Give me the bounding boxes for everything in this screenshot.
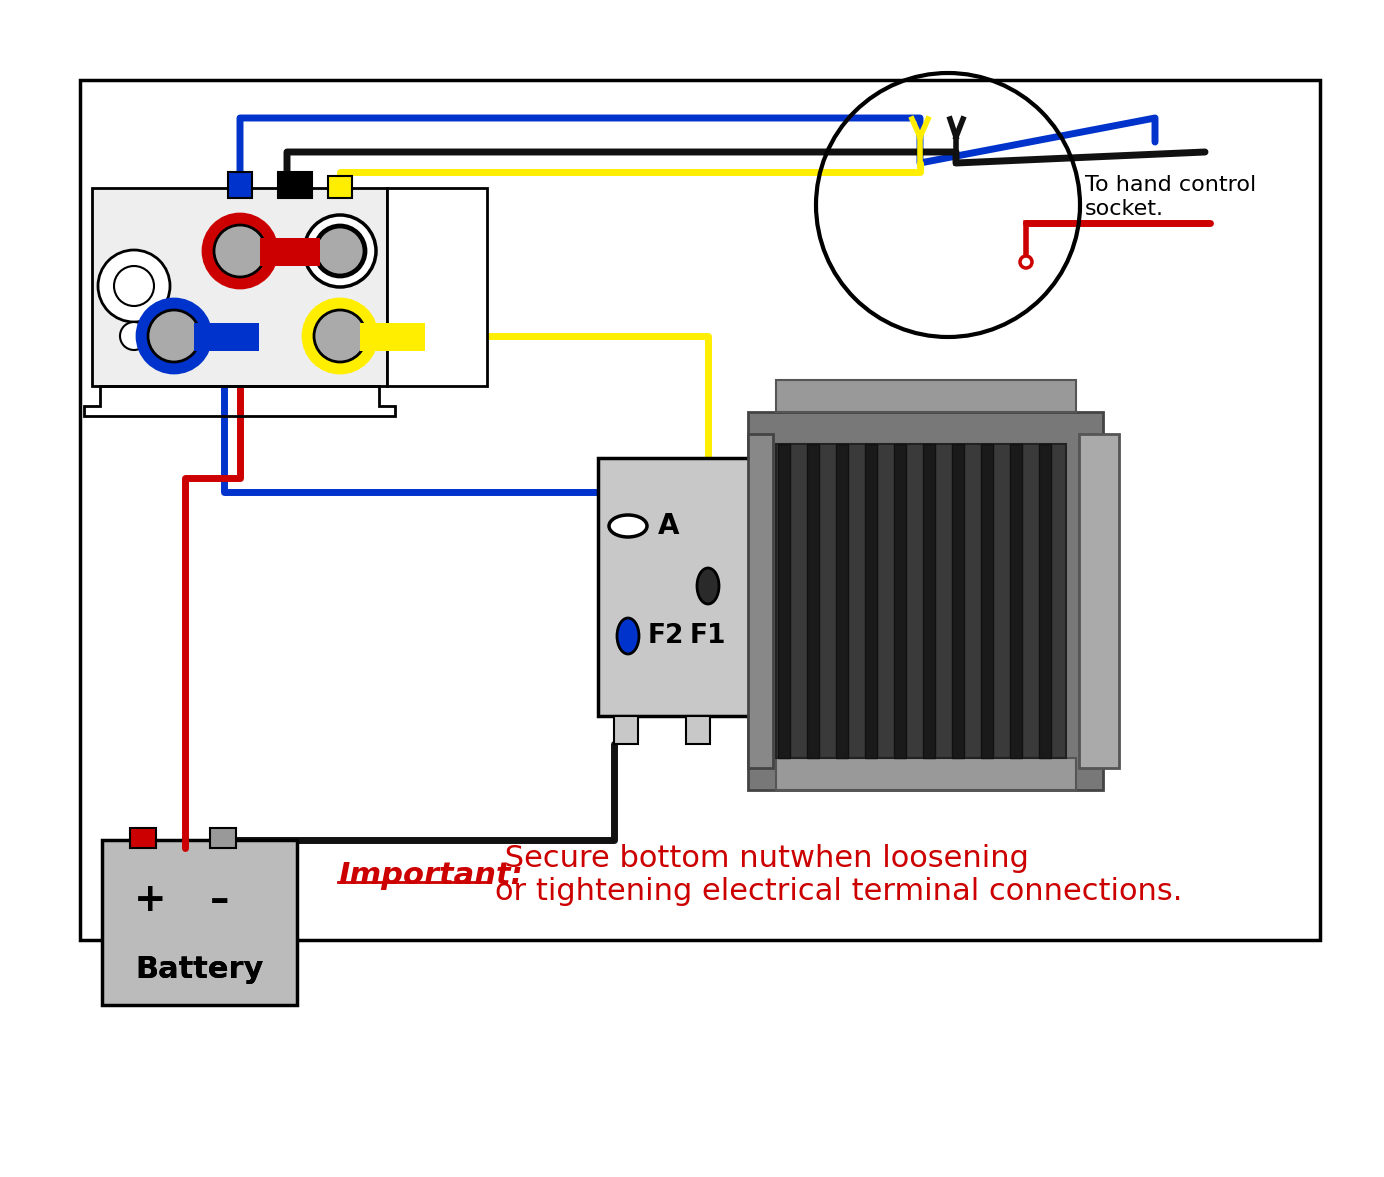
Bar xyxy=(614,716,638,744)
Circle shape xyxy=(148,310,201,363)
Bar xyxy=(894,444,907,758)
Bar xyxy=(747,412,1103,790)
Bar xyxy=(1010,444,1021,758)
Bar xyxy=(296,172,311,198)
Bar xyxy=(923,444,936,758)
Bar xyxy=(260,238,320,266)
Text: Important:: Important: xyxy=(338,860,523,890)
Ellipse shape xyxy=(609,516,646,537)
Circle shape xyxy=(304,215,376,287)
Circle shape xyxy=(1020,257,1032,268)
Text: +: + xyxy=(134,882,166,919)
Bar xyxy=(228,172,252,198)
Circle shape xyxy=(215,225,266,277)
Text: –: – xyxy=(210,882,230,919)
Bar xyxy=(130,827,156,847)
Bar xyxy=(278,172,293,198)
Bar xyxy=(598,458,765,716)
Text: To hand control
socket.: To hand control socket. xyxy=(1085,175,1257,219)
Bar xyxy=(836,444,848,758)
Bar xyxy=(102,840,298,1005)
Bar xyxy=(952,444,965,758)
Circle shape xyxy=(113,266,154,306)
Bar xyxy=(747,434,774,769)
Bar xyxy=(981,444,992,758)
Bar xyxy=(686,716,710,744)
Bar xyxy=(778,444,790,758)
Bar xyxy=(360,322,425,351)
Text: A: A xyxy=(657,512,680,540)
Bar xyxy=(210,827,237,847)
Circle shape xyxy=(137,299,210,373)
Bar xyxy=(776,758,1075,790)
Text: Battery: Battery xyxy=(134,956,263,984)
Bar xyxy=(1039,444,1050,758)
Text: Secure bottom nutwhen loosening
or tightening electrical terminal connections.: Secure bottom nutwhen loosening or tight… xyxy=(495,844,1182,906)
Circle shape xyxy=(98,250,170,322)
Circle shape xyxy=(120,322,148,350)
Circle shape xyxy=(203,214,277,288)
Bar xyxy=(80,80,1320,940)
Ellipse shape xyxy=(698,568,720,604)
Bar xyxy=(776,380,1075,412)
Circle shape xyxy=(316,227,364,275)
Text: Battery: Battery xyxy=(134,956,263,984)
Ellipse shape xyxy=(617,618,639,654)
Bar xyxy=(388,188,487,386)
Bar xyxy=(865,444,877,758)
Bar xyxy=(194,322,259,351)
Bar xyxy=(807,444,819,758)
Bar xyxy=(91,188,388,386)
Circle shape xyxy=(314,225,365,277)
Circle shape xyxy=(303,299,376,373)
Bar xyxy=(1080,434,1120,769)
Bar xyxy=(328,177,352,198)
Text: F1: F1 xyxy=(691,623,727,649)
Bar xyxy=(776,444,1066,758)
Text: F2: F2 xyxy=(648,623,684,649)
Circle shape xyxy=(314,310,365,363)
